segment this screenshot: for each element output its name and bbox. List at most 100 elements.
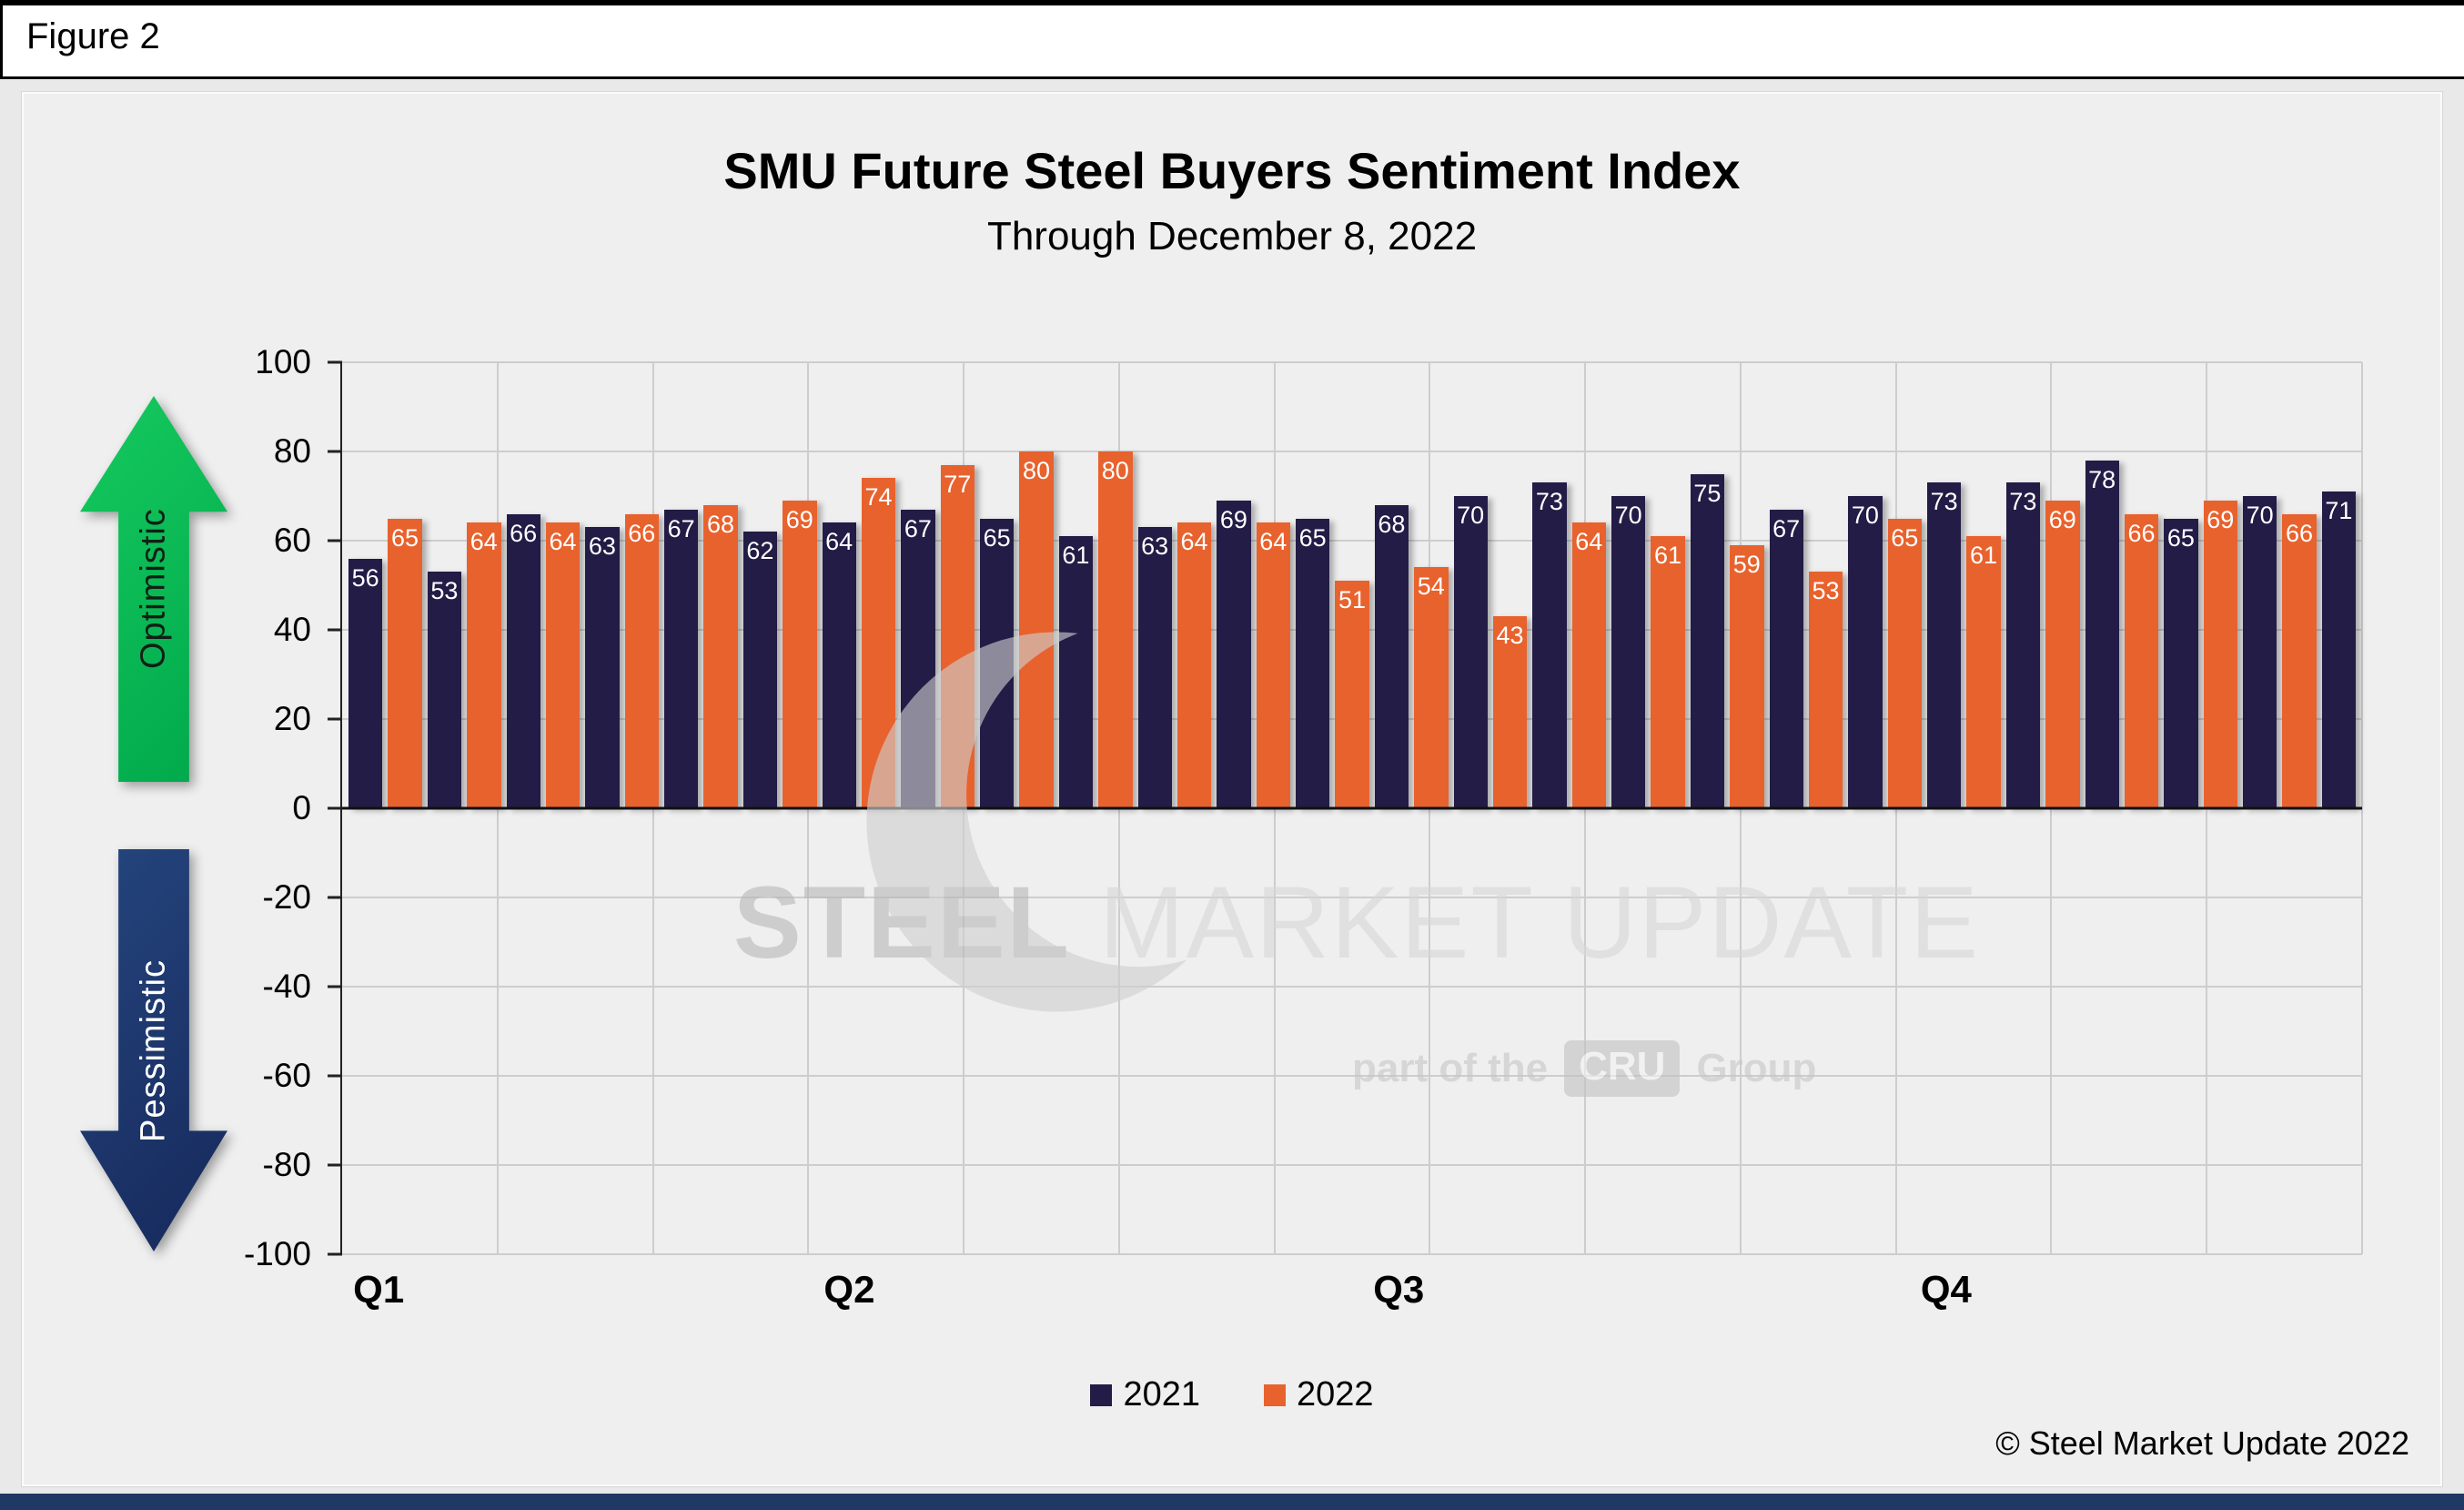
horizontal-gridline bbox=[342, 451, 2362, 452]
bar-value-label: 75 bbox=[1693, 479, 1722, 507]
bar-value-label: 73 bbox=[2009, 488, 2037, 516]
chart-frame: SMU Future Steel Buyers Sentiment Index … bbox=[22, 92, 2442, 1486]
bar-value-label: 64 bbox=[825, 528, 853, 556]
bar-2022: 64 bbox=[467, 522, 501, 808]
bar-value-label: 64 bbox=[1180, 528, 1208, 556]
bar-value-label: 53 bbox=[430, 577, 459, 605]
y-tick-mark bbox=[328, 1252, 342, 1256]
bar-2022: 54 bbox=[1414, 567, 1449, 808]
bar-value-label: 66 bbox=[510, 519, 538, 547]
bar-value-label: 78 bbox=[2088, 465, 2116, 493]
horizontal-gridline bbox=[342, 1164, 2362, 1166]
bar-2022: 61 bbox=[1651, 536, 1685, 808]
y-tick-mark bbox=[328, 450, 342, 453]
bar-value-label: 69 bbox=[2048, 505, 2076, 533]
pessimistic-arrow: Pessimistic bbox=[80, 849, 227, 1252]
bar-value-label: 67 bbox=[904, 514, 932, 542]
bar-2022: 59 bbox=[1730, 544, 1764, 808]
x-axis: Q1 Q2 Q3 Q4 bbox=[340, 1268, 2360, 1323]
chart-title: SMU Future Steel Buyers Sentiment Index bbox=[723, 142, 1741, 199]
bar-2022: 69 bbox=[2045, 500, 2080, 808]
bar-value-label: 53 bbox=[1812, 577, 1840, 605]
y-tick-label: -40 bbox=[262, 968, 311, 1005]
legend-label-2021: 2021 bbox=[1123, 1375, 1200, 1414]
y-tick-label: -20 bbox=[262, 878, 311, 916]
x-axis-label-q3: Q3 bbox=[1373, 1268, 1425, 1311]
horizontal-gridline bbox=[342, 361, 2362, 363]
x-axis-label-q4: Q4 bbox=[1920, 1268, 1972, 1311]
watermark-title: STEEL MARKET UPDATE bbox=[733, 872, 1980, 974]
legend-swatch-2021 bbox=[1090, 1383, 1113, 1406]
copyright: © Steel Market Update 2022 bbox=[1995, 1424, 2409, 1462]
bar-value-label: 59 bbox=[1732, 550, 1761, 578]
bar-2021: 78 bbox=[2085, 460, 2119, 808]
bar-value-label: 64 bbox=[1259, 528, 1288, 556]
y-tick-label: 40 bbox=[273, 611, 311, 648]
bar-2021: 73 bbox=[1532, 482, 1567, 808]
bar-2021: 70 bbox=[1611, 496, 1646, 808]
y-axis: 100 80 60 40 20 0 -20 -40 -60 -80 -100 bbox=[187, 343, 324, 1272]
vertical-gridline bbox=[2361, 362, 2363, 1254]
bar-2022: 64 bbox=[1571, 522, 1606, 808]
y-tick-label: 60 bbox=[273, 522, 311, 559]
bar-2021: 73 bbox=[1927, 482, 1962, 808]
bar-value-label: 65 bbox=[2166, 523, 2195, 552]
legend-label-2022: 2022 bbox=[1297, 1375, 1374, 1414]
bar-value-label: 63 bbox=[588, 532, 616, 561]
bar-value-label: 64 bbox=[470, 528, 498, 556]
bar-value-label: 73 bbox=[1535, 488, 1563, 516]
bar-value-label: 68 bbox=[707, 510, 735, 538]
bar-value-label: 70 bbox=[2246, 502, 2274, 529]
y-tick-mark bbox=[328, 806, 342, 810]
bar-value-label: 65 bbox=[1891, 523, 1919, 552]
bar-2021: 65 bbox=[1296, 518, 1330, 808]
bar-2021: 67 bbox=[664, 509, 699, 808]
figure-label: Figure 2 bbox=[26, 16, 160, 56]
bar-2021: 65 bbox=[980, 518, 1015, 808]
watermark-part-of-the: part of the bbox=[1352, 1046, 1549, 1090]
bar-value-label: 61 bbox=[1654, 542, 1682, 570]
bar-value-label: 69 bbox=[1219, 505, 1247, 533]
bar-2022: 66 bbox=[2282, 513, 2317, 808]
bar-value-label: 51 bbox=[1338, 586, 1367, 614]
figure-header: Figure 2 bbox=[0, 0, 2464, 79]
y-tick-label: 80 bbox=[273, 432, 311, 470]
bar-value-label: 66 bbox=[628, 519, 656, 547]
bar-series: 56 65 53 64 66 64 63 66 67 68 62 69 64 74 67 77 65 80 61 80… bbox=[348, 362, 2357, 808]
watermark-group: Group bbox=[1696, 1046, 1817, 1090]
x-axis-label-q1: Q1 bbox=[353, 1268, 405, 1311]
legend-item-2022: 2022 bbox=[1264, 1375, 1374, 1414]
y-tick-label: -80 bbox=[262, 1146, 311, 1183]
y-tick-mark bbox=[328, 628, 342, 632]
bar-2021: 66 bbox=[506, 513, 540, 808]
bar-2021: 70 bbox=[1453, 496, 1488, 808]
watermark-market-update: MARKET UPDATE bbox=[1099, 866, 1980, 979]
bar-2022: 80 bbox=[1019, 451, 1054, 808]
bar-value-label: 77 bbox=[944, 470, 972, 498]
bar-value-label: 56 bbox=[351, 563, 379, 592]
bar-value-label: 64 bbox=[1575, 528, 1603, 556]
horizontal-gridline bbox=[342, 540, 2362, 542]
horizontal-gridline bbox=[342, 1253, 2362, 1255]
y-tick-mark bbox=[328, 896, 342, 899]
bar-2022: 64 bbox=[1256, 522, 1290, 808]
bar-value-label: 69 bbox=[2206, 505, 2235, 533]
y-tick-label: 0 bbox=[292, 789, 311, 826]
bar-2021: 64 bbox=[822, 522, 856, 808]
bar-2022: 68 bbox=[703, 504, 738, 808]
legend: 2021 2022 bbox=[24, 1375, 2440, 1414]
optimistic-arrow: Optimistic bbox=[80, 396, 227, 782]
bar-2021: 70 bbox=[1848, 496, 1883, 808]
bar-2022: 53 bbox=[1808, 572, 1843, 808]
bar-value-label: 62 bbox=[746, 537, 774, 565]
bar-2022: 65 bbox=[1887, 518, 1922, 808]
bar-2021: 75 bbox=[1690, 473, 1725, 808]
y-tick-mark bbox=[328, 1074, 342, 1078]
bar-value-label: 70 bbox=[1457, 502, 1485, 529]
bar-2022: 66 bbox=[2124, 513, 2159, 808]
y-tick-label: -100 bbox=[243, 1235, 311, 1272]
bar-2021: 69 bbox=[1217, 500, 1251, 808]
bar-2022: 64 bbox=[1176, 522, 1212, 808]
bar-2021: 63 bbox=[1137, 527, 1172, 808]
